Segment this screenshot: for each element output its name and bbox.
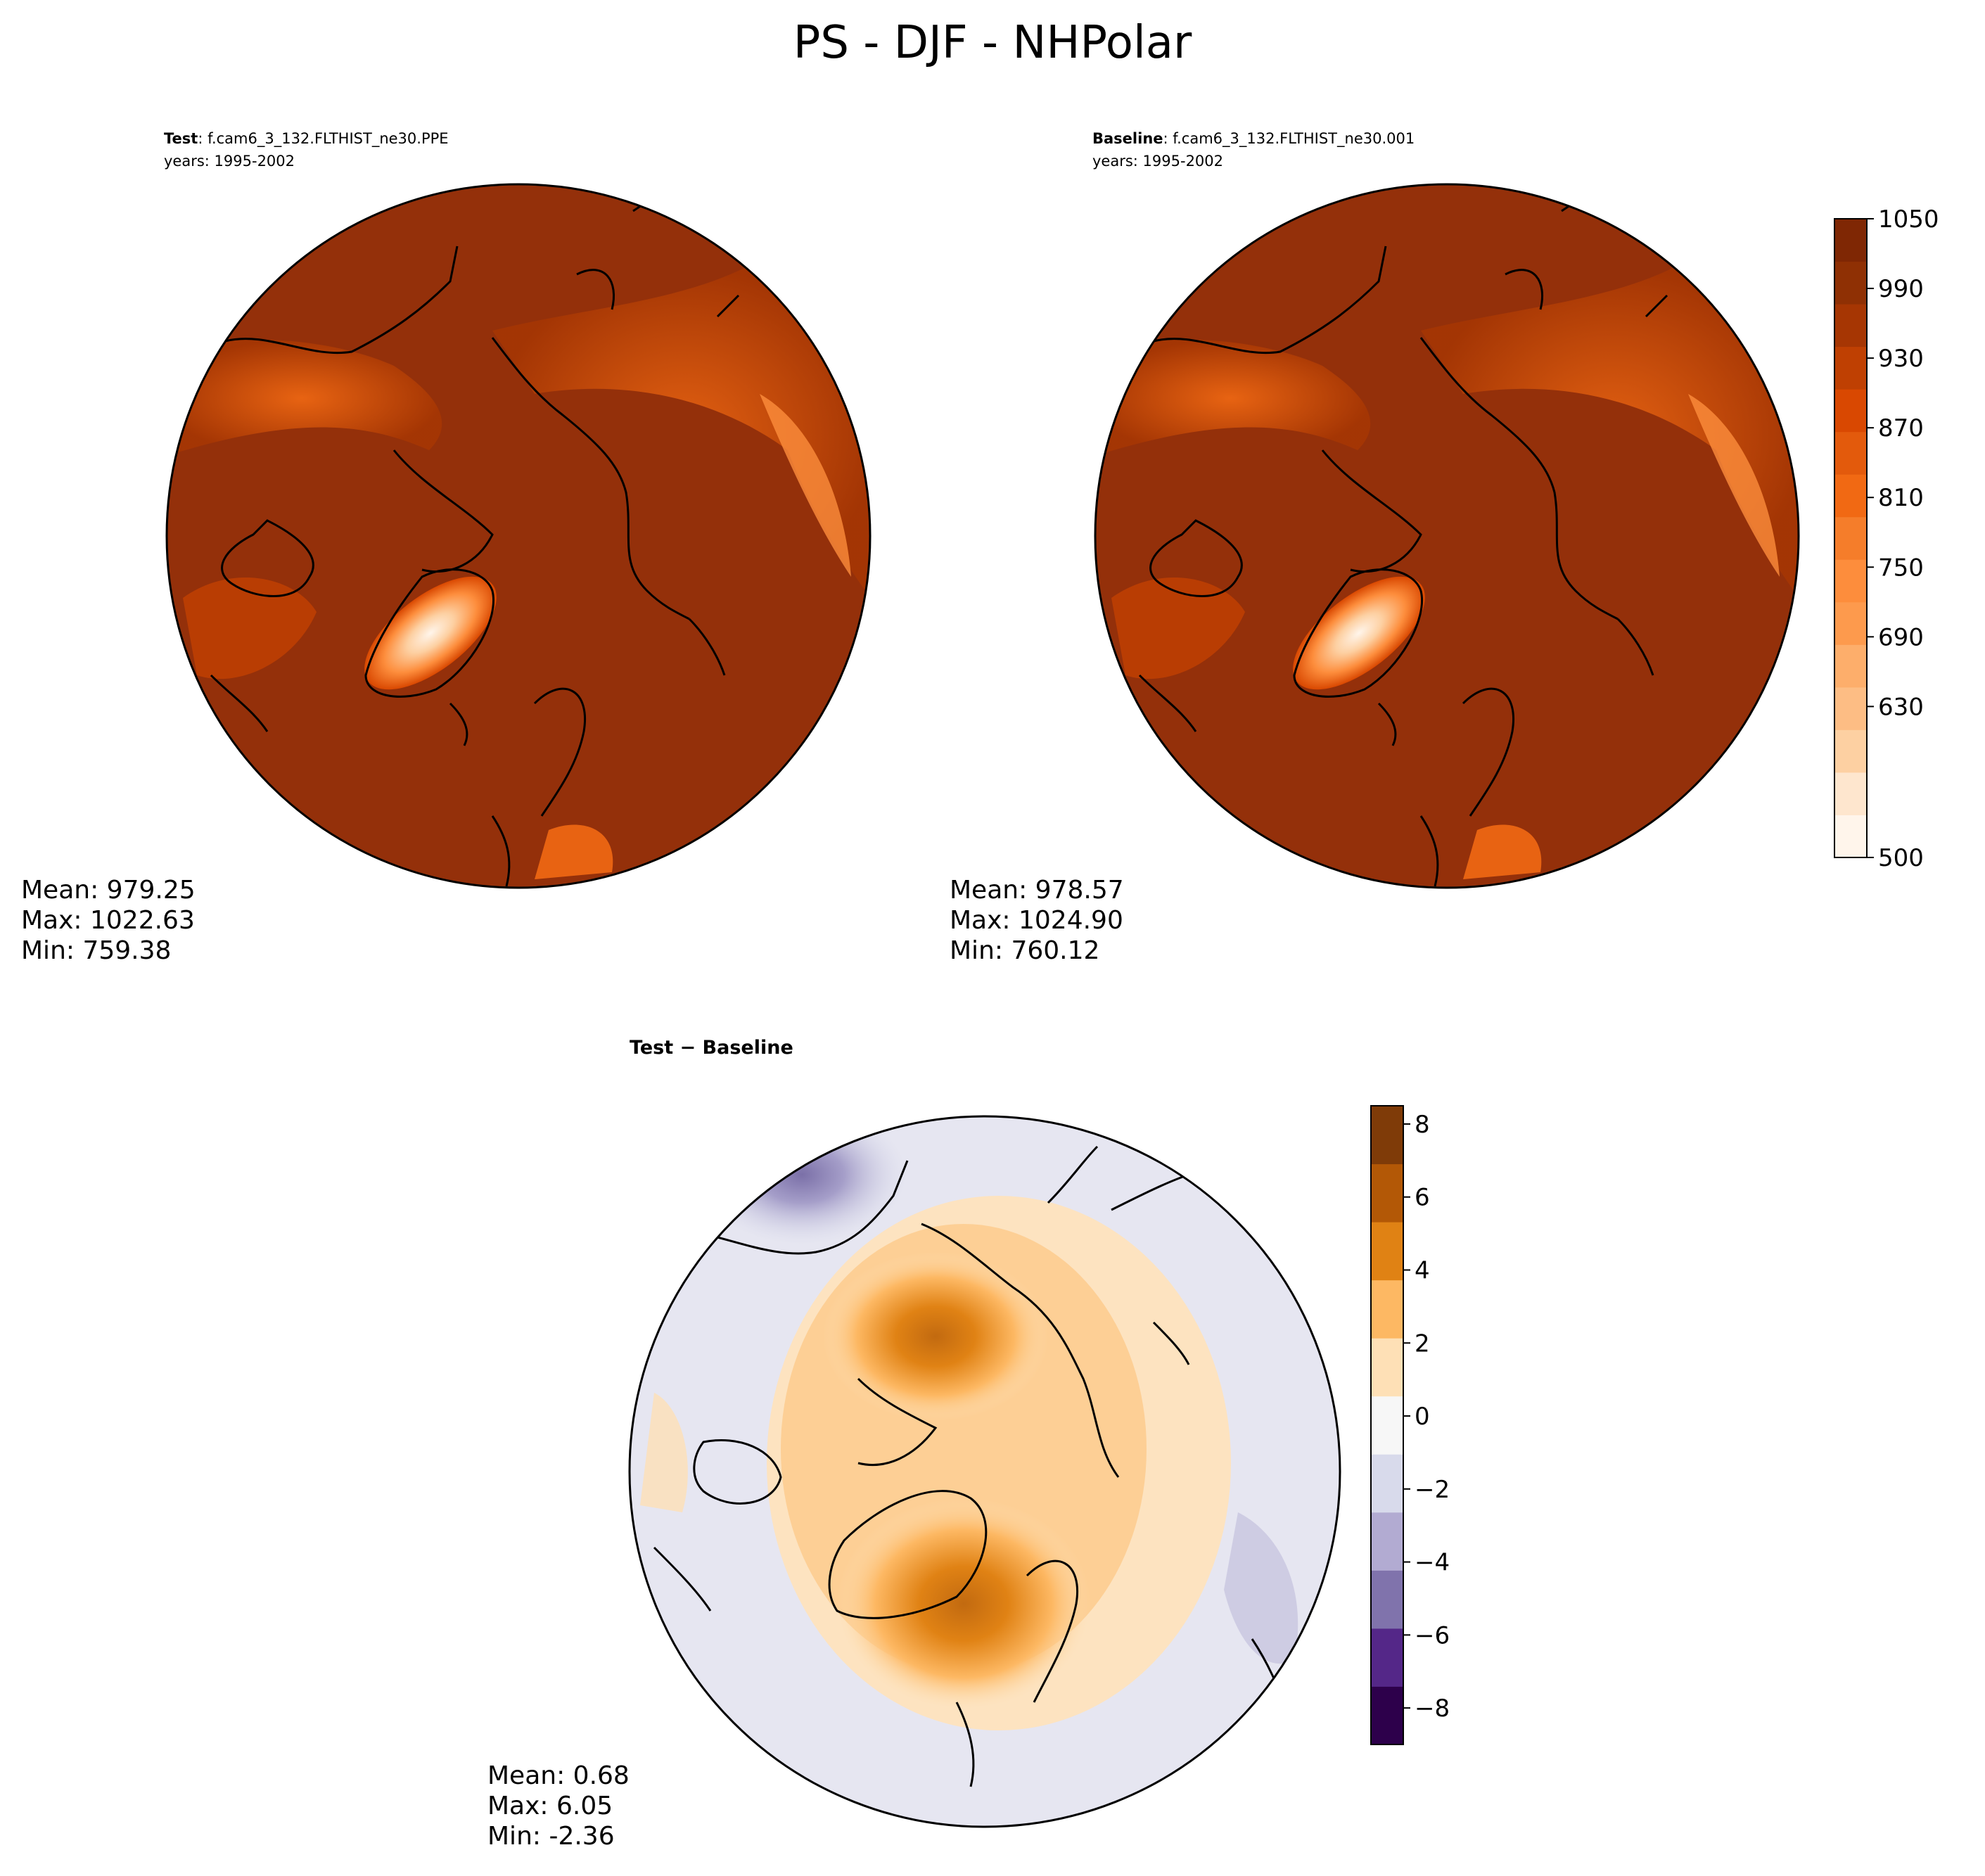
test-header: Test: f.cam6_3_132.FLTHIST_ne30.PPE: [164, 130, 449, 148]
colorbar-difference-segment: [1371, 1106, 1403, 1165]
colorbar-difference-frame: [1370, 1105, 1404, 1745]
colorbar-difference-segment: [1371, 1222, 1403, 1281]
colorbar-difference-segment: [1371, 1512, 1403, 1571]
colorbar-pressure-frame: [1834, 218, 1868, 858]
colorbar-difference-tick-label: −4: [1415, 1549, 1450, 1577]
colorbar-pressure-tick-label: 810: [1878, 484, 1924, 512]
test-label-rest: : f.cam6_3_132.FLTHIST_ne30.PPE: [198, 130, 448, 148]
baseline-header: Baseline: f.cam6_3_132.FLTHIST_ne30.001: [1092, 130, 1415, 148]
baseline-greenland-field: [1293, 576, 1425, 690]
colorbar-pressure-segment: [1834, 815, 1867, 858]
colorbar-pressure-segment: [1834, 261, 1867, 305]
test-stats: Mean: 979.25 Max: 1022.63 Min: 759.38: [21, 876, 196, 965]
test-map: [167, 184, 870, 888]
colorbar-difference-segment: [1371, 1280, 1403, 1339]
colorbar-difference-tick-label: 4: [1415, 1256, 1430, 1284]
colorbar-pressure-tick-label: 750: [1878, 554, 1924, 582]
baseline-coastlines: [1138, 184, 1683, 887]
diff-positive-max-1: [823, 1252, 1048, 1421]
figure-title: PS - DJF - NHPolar: [793, 17, 1192, 69]
colorbar-difference-segment: [1371, 1396, 1403, 1455]
diff-positive-max-2: [837, 1498, 1090, 1709]
baseline-max: Max: 1024.90: [950, 906, 1123, 935]
colorbar-pressure-segment: [1834, 219, 1867, 262]
colorbar-difference-segment: [1371, 1570, 1403, 1629]
colorbar-pressure-segment: [1834, 601, 1867, 645]
diff-mean: Mean: 0.68: [487, 1761, 630, 1790]
diff-header: Test − Baseline: [630, 1037, 793, 1059]
colorbar-pressure-segment: [1834, 474, 1867, 518]
colorbar-difference-segment: [1371, 1338, 1403, 1397]
baseline-years: years: 1995-2002: [1092, 153, 1223, 170]
diff-max: Max: 6.05: [487, 1792, 613, 1820]
diff-map: [630, 1116, 1340, 1827]
colorbar-pressure-segment: [1834, 772, 1867, 815]
colorbar-pressure-segment: [1834, 516, 1867, 560]
test-map-frame: [165, 183, 872, 889]
diff-min: Min: -2.36: [487, 1822, 615, 1851]
baseline-map: [1095, 184, 1799, 888]
colorbar-difference-tick-label: 0: [1415, 1403, 1430, 1431]
colorbar-pressure-tick-label: 870: [1878, 414, 1924, 442]
colorbar-difference-segment: [1371, 1454, 1403, 1513]
panel-difference: Test − Baseline Mean:: [487, 1037, 1341, 1851]
baseline-label-bold: Baseline: [1092, 130, 1163, 147]
colorbar-pressure-tick-label: 1050: [1878, 205, 1939, 234]
colorbar-difference: 8 6 4 2 0 −2 −4 −6 −8: [1370, 1105, 1450, 1745]
baseline-map-frame: [1094, 183, 1800, 889]
colorbar-pressure-tick-label: 930: [1878, 345, 1924, 373]
colorbar-pressure: 1050 990 930 870 810 750 690 630 500: [1834, 205, 1939, 872]
colorbar-difference-tick-label: 8: [1415, 1111, 1430, 1139]
baseline-label-rest: : f.cam6_3_132.FLTHIST_ne30.001: [1163, 130, 1415, 148]
colorbar-pressure-segment: [1834, 431, 1867, 475]
panel-baseline: Baseline: f.cam6_3_132.FLTHIST_ne30.001 …: [950, 130, 1800, 965]
colorbar-pressure-tick-label: 990: [1878, 275, 1924, 303]
baseline-stats: Mean: 978.57 Max: 1024.90 Min: 760.12: [950, 876, 1124, 965]
diff-map-frame: [628, 1115, 1341, 1828]
test-years: years: 1995-2002: [164, 153, 295, 170]
colorbar-pressure-segment: [1834, 559, 1867, 603]
diff-negative-min: [696, 1116, 907, 1245]
baseline-mean: Mean: 978.57: [950, 876, 1124, 905]
colorbar-pressure-tick-label: 630: [1878, 693, 1924, 721]
colorbar-pressure-segment: [1834, 389, 1867, 433]
colorbar-pressure-tick-label: 500: [1878, 844, 1924, 872]
test-min: Min: 759.38: [21, 936, 171, 965]
test-label-bold: Test: [164, 130, 198, 147]
colorbar-difference-tick-label: 2: [1415, 1329, 1430, 1358]
panel-test: Test: f.cam6_3_132.FLTHIST_ne30.PPE year…: [21, 130, 872, 965]
diff-coastlines: [653, 1145, 1289, 1787]
colorbar-pressure-segment: [1834, 687, 1867, 730]
diff-stats: Mean: 0.68 Max: 6.05 Min: -2.36: [487, 1761, 630, 1851]
colorbar-pressure-tick-label: 690: [1878, 623, 1924, 651]
colorbar-difference-tick-label: −2: [1415, 1476, 1450, 1504]
colorbar-pressure-segment: [1834, 304, 1867, 347]
colorbar-difference-tick-label: 6: [1415, 1184, 1430, 1212]
baseline-min: Min: 760.12: [950, 936, 1099, 965]
colorbar-difference-tick-label: −8: [1415, 1695, 1450, 1723]
colorbar-pressure-segment: [1834, 644, 1867, 688]
test-greenland-field: [364, 576, 497, 690]
colorbar-difference-segment: [1371, 1163, 1403, 1223]
colorbar-difference-tick-label: −6: [1415, 1621, 1450, 1650]
colorbar-pressure-segment: [1834, 729, 1867, 773]
colorbar-difference-segment: [1371, 1628, 1403, 1687]
colorbar-pressure-segment: [1834, 346, 1867, 390]
colorbar-difference-segment: [1371, 1686, 1403, 1745]
test-mean: Mean: 979.25: [21, 876, 196, 905]
test-max: Max: 1022.63: [21, 906, 195, 935]
